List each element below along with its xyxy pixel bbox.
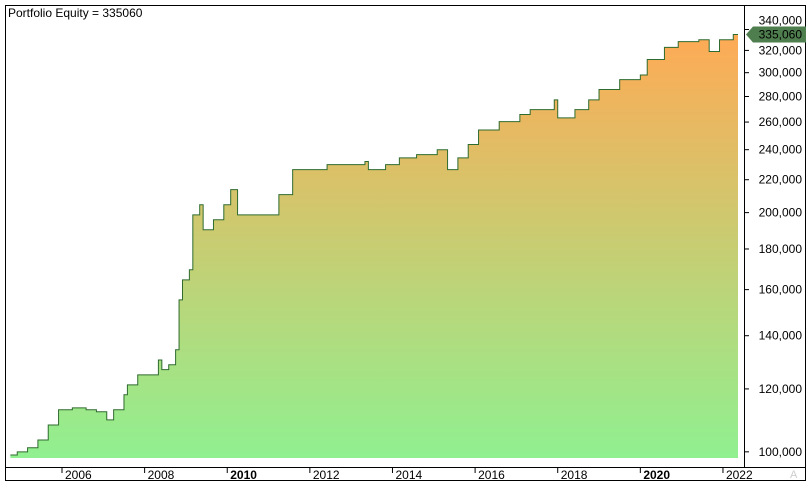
watermark-logo: A [790,469,798,481]
plot-area [10,34,739,459]
y-tick-label: 300,000 [759,66,803,80]
x-tick-label: 2018 [561,468,588,482]
y-tick-label: 320,000 [759,43,803,57]
y-axis: 100,000 120,000 140,000 160,000 180,000 200,0… [744,14,802,459]
last-value-marker: 335,060 [746,26,806,43]
y-tick-label: 240,000 [759,143,803,157]
chart-title: Portfolio Equity = 335060 [8,6,143,20]
equity-line [10,34,738,456]
x-tick-label: 2022 [726,468,753,482]
equity-area [10,34,739,459]
y-tick-label: 280,000 [759,89,803,103]
y-tick-label: 120,000 [759,382,803,396]
y-tick-label: 180,000 [759,242,803,256]
last-value-tag [746,26,806,43]
y-tick-label: 100,000 [759,445,803,459]
y-tick-label: 140,000 [759,329,803,343]
y-tick-label: 260,000 [759,115,803,129]
x-tick-label: 2008 [148,468,175,482]
x-axis: 2006 2008 2010 2012 2014 2016 2018 2020 2022 [61,467,753,482]
y-tick-label: 160,000 [759,283,803,297]
y-tick-label: 340,000 [759,14,803,28]
y-tick-label: 220,000 [759,173,803,187]
last-value-label: 335,060 [759,28,803,42]
x-tick-label: 2010 [230,468,257,482]
y-tick-label: 200,000 [759,206,803,220]
x-tick-label: 2016 [478,468,505,482]
x-tick-label: 2006 [65,468,92,482]
chart-frame [5,5,806,481]
x-tick-label: 2012 [313,468,340,482]
x-tick-label: 2020 [643,468,670,482]
x-tick-label: 2014 [395,468,422,482]
